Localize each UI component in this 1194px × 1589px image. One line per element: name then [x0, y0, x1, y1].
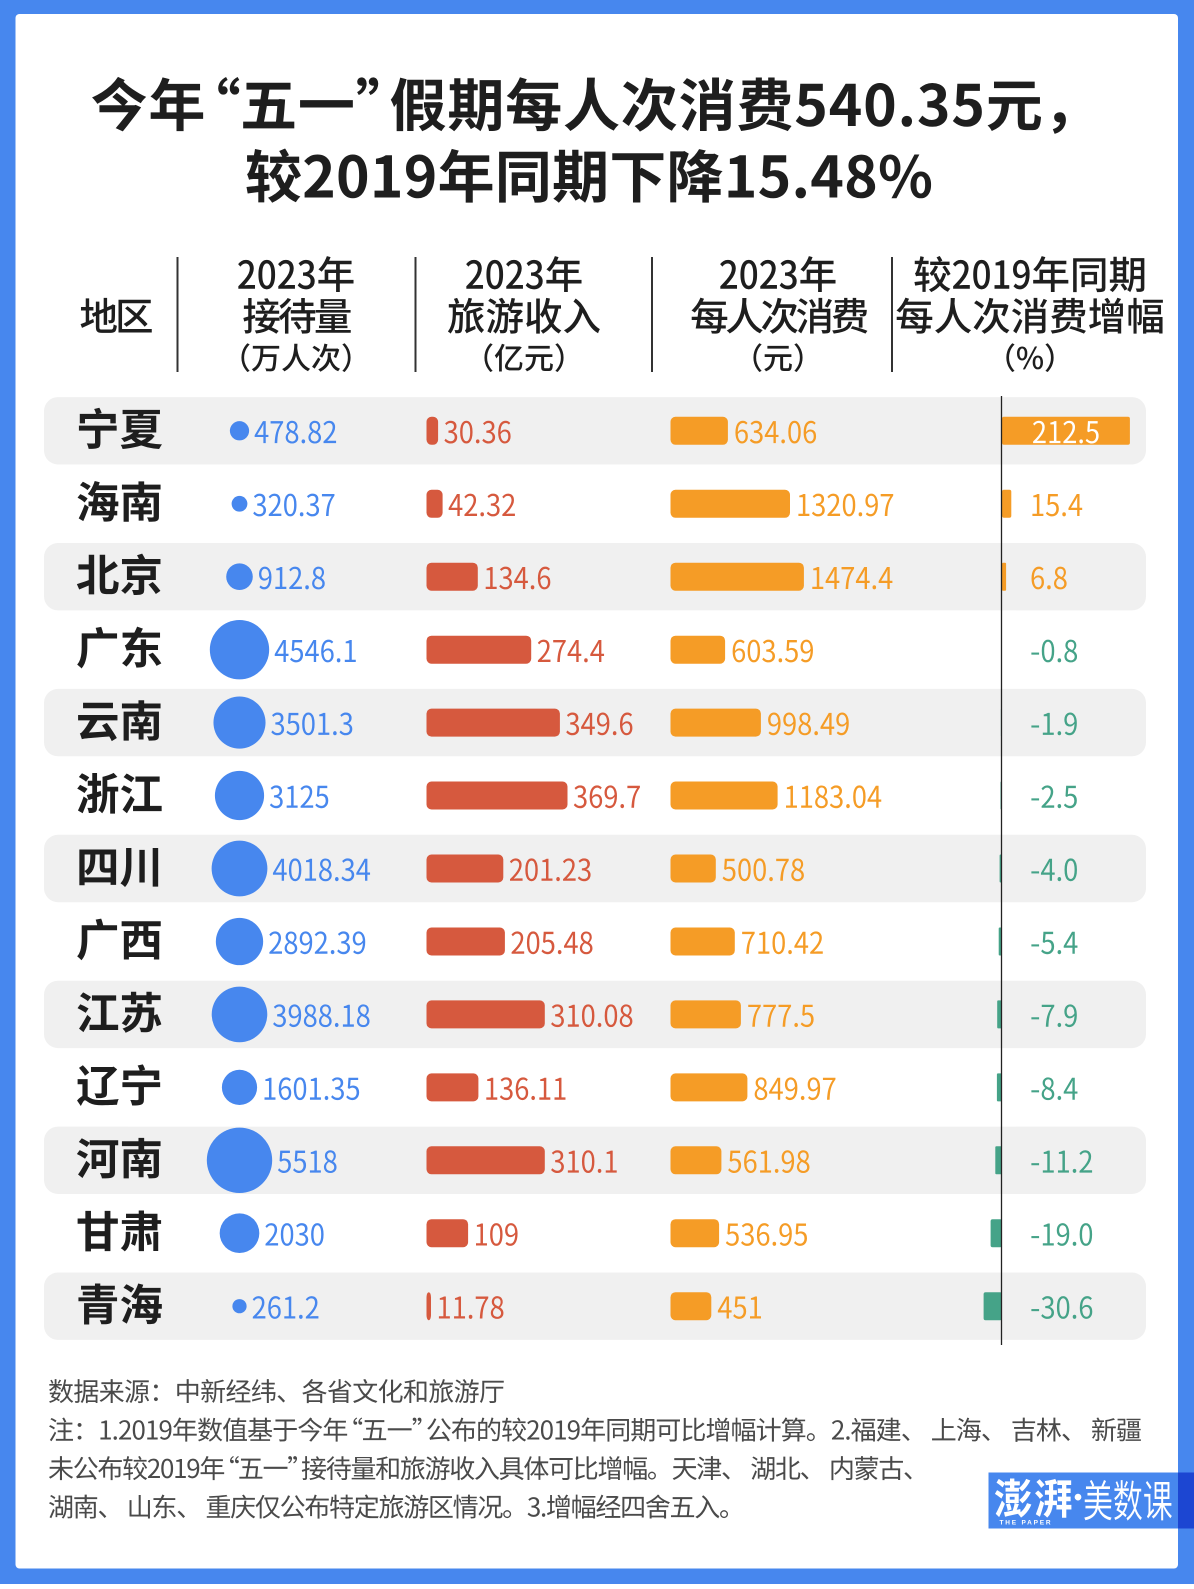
- svg-text:THE PAPER: THE PAPER: [1000, 1520, 1053, 1527]
